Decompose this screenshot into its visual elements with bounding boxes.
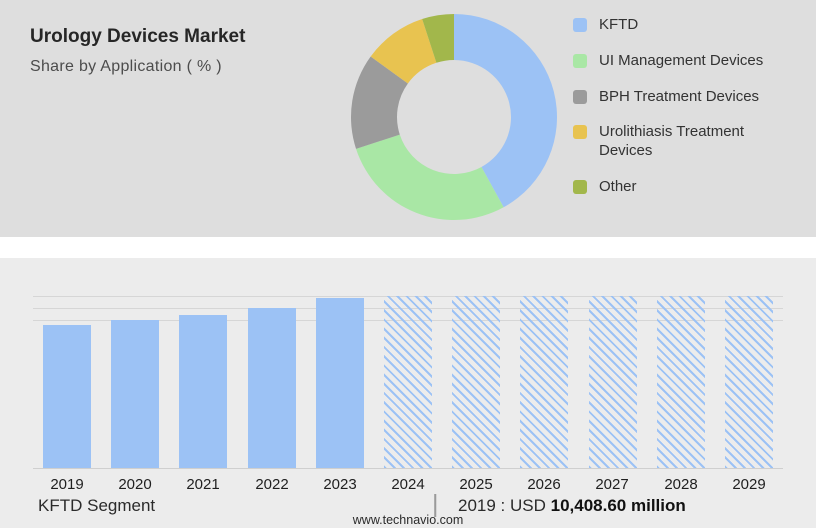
x-axis-label-2025: 2025 xyxy=(459,476,493,493)
chart-legend: KFTD UI Management Devices BPH Treatment D… xyxy=(573,16,793,197)
legend-item-ui-management-devices: UI Management Devices xyxy=(573,52,793,71)
bar-2022 xyxy=(248,308,296,468)
page-title: Urology Devices Market xyxy=(30,26,246,47)
bar-forecast-2024 xyxy=(384,296,432,468)
x-axis-label-2028: 2028 xyxy=(664,476,698,493)
legend-swatch xyxy=(573,18,587,32)
x-axis-label-2024: 2024 xyxy=(391,476,425,493)
legend-swatch xyxy=(573,125,587,140)
bar-forecast-2026 xyxy=(520,296,568,468)
footer-row: KFTD Segment | 2019 : USD 10,408.60 mill… xyxy=(38,490,778,520)
legend-item-bph-treatment-devices: BPH Treatment Devices xyxy=(573,88,793,107)
x-axis-label-2029: 2029 xyxy=(732,476,766,493)
x-axis-label-2020: 2020 xyxy=(118,476,152,493)
legend-item-kftd: KFTD xyxy=(573,16,793,35)
page-subtitle: Share by Application ( % ) xyxy=(30,58,222,75)
bar-2023 xyxy=(316,298,364,468)
donut-slice-kftd xyxy=(454,14,558,208)
legend-swatch xyxy=(573,179,587,194)
bar-chart-section: 2019 2020 2021 2022 2023 2024 2025 2026 2027 2028… xyxy=(0,258,816,528)
bar-forecast-2029 xyxy=(725,296,773,468)
donut-slice-urolithiasis-treatment-devices xyxy=(370,19,437,84)
bar-chart xyxy=(33,290,783,469)
bar-chart-x-axis: 2019 2020 2021 2022 2023 2024 2025 2026 2027 2028… xyxy=(33,476,783,494)
segment-label: KFTD Segment xyxy=(38,496,156,515)
bar-forecast-2025 xyxy=(452,296,500,468)
bar-2019 xyxy=(43,325,91,468)
legend-swatch xyxy=(573,53,587,68)
x-axis-label-2027: 2027 xyxy=(595,476,629,493)
bar-2020 xyxy=(111,320,159,468)
bar-forecast-2027 xyxy=(589,296,637,468)
legend-swatch xyxy=(573,89,587,104)
donut-slice-ui-management-devices xyxy=(356,134,504,221)
x-axis-label-2021: 2021 xyxy=(186,476,220,493)
legend-label: Urolithiasis Treatment Devices xyxy=(599,123,745,159)
legend-label: BPH Treatment Devices xyxy=(599,87,760,105)
segment-value-prefix: 2019 : USD xyxy=(458,496,546,515)
x-axis-label-2023: 2023 xyxy=(323,476,357,493)
summary-section: Urology Devices Market Share by Applicat… xyxy=(0,0,816,237)
website-link[interactable]: www.technavio.com xyxy=(352,513,464,527)
donut-slice-bph-treatment-devices xyxy=(350,56,408,149)
bar-forecast-2028 xyxy=(657,296,705,468)
legend-label: UI Management Devices xyxy=(599,51,764,69)
x-axis-label-2019: 2019 xyxy=(50,476,84,493)
donut-slice-other xyxy=(422,13,454,63)
legend-item-other: Other xyxy=(573,178,793,197)
segment-value: 2019 : USD 10,408.60 million xyxy=(458,496,686,516)
segment-value-amount: 10,408.60 million xyxy=(550,496,686,515)
legend-item-urolithiasis-treatment-devices: Urolithiasis Treatment Devices xyxy=(573,123,793,161)
footer-separator: | xyxy=(432,490,439,518)
donut-chart xyxy=(350,13,558,221)
bar-2021 xyxy=(179,315,227,468)
legend-label: KFTD xyxy=(599,16,639,33)
legend-label: Other xyxy=(599,177,637,195)
x-axis-label-2026: 2026 xyxy=(527,476,561,493)
x-axis-label-2022: 2022 xyxy=(255,476,289,493)
title-block: Urology Devices Market Share by Applicat… xyxy=(30,26,245,76)
